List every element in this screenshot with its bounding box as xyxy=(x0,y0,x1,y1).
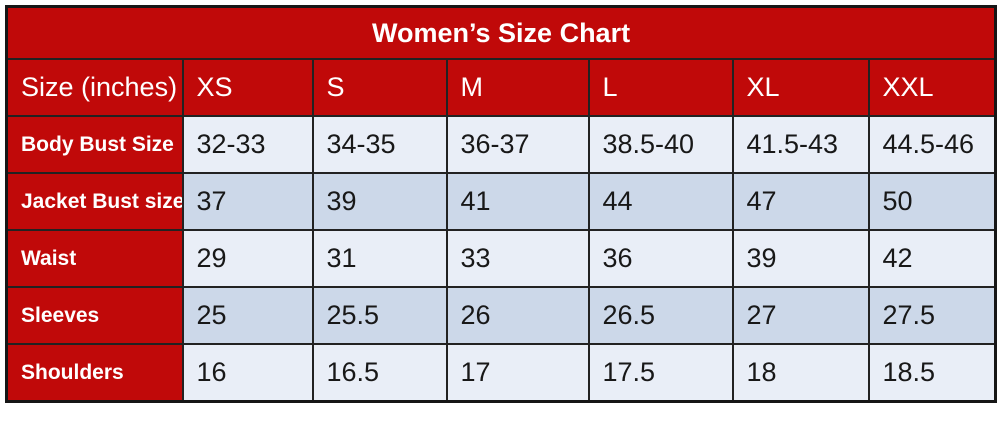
cell-body-bust-s: 34-35 xyxy=(311,115,448,174)
cell-sleeves-xl: 27 xyxy=(731,286,870,345)
cell-body-bust-xxl: 44.5-46 xyxy=(867,115,997,174)
table-row-waist: Waist 29 31 33 36 39 42 xyxy=(5,229,997,288)
header-row: Size (inches) XS S M L XL XXL xyxy=(5,58,997,117)
header-cell-size-inches: Size (inches) xyxy=(5,58,184,117)
cell-body-bust-l: 38.5-40 xyxy=(587,115,734,174)
cell-sleeves-xxl: 27.5 xyxy=(867,286,997,345)
cell-body-bust-xl: 41.5-43 xyxy=(731,115,870,174)
cell-jacket-bust-xxl: 50 xyxy=(867,172,997,231)
size-chart-table: Women’s Size Chart Size (inches) XS S M … xyxy=(5,5,998,403)
header-cell-xxl: XXL xyxy=(867,58,997,117)
cell-shoulders-l: 17.5 xyxy=(587,343,734,403)
cell-waist-xxl: 42 xyxy=(867,229,997,288)
cell-shoulders-xs: 16 xyxy=(181,343,314,403)
header-cell-xl: XL xyxy=(731,58,870,117)
cell-waist-xs: 29 xyxy=(181,229,314,288)
header-cell-m: M xyxy=(445,58,590,117)
cell-shoulders-m: 17 xyxy=(445,343,590,403)
header-cell-s: S xyxy=(311,58,448,117)
row-label-sleeves: Sleeves xyxy=(5,286,184,345)
row-label-waist: Waist xyxy=(5,229,184,288)
cell-waist-m: 33 xyxy=(445,229,590,288)
cell-shoulders-xxl: 18.5 xyxy=(867,343,997,403)
table-row-body-bust: Body Bust Size 32-33 34-35 36-37 38.5-40… xyxy=(5,115,997,174)
cell-jacket-bust-xl: 47 xyxy=(731,172,870,231)
cell-waist-xl: 39 xyxy=(731,229,870,288)
cell-sleeves-l: 26.5 xyxy=(587,286,734,345)
row-label-jacket-bust: Jacket Bust size xyxy=(5,172,184,231)
cell-sleeves-xs: 25 xyxy=(181,286,314,345)
cell-jacket-bust-l: 44 xyxy=(587,172,734,231)
header-cell-l: L xyxy=(587,58,734,117)
cell-waist-l: 36 xyxy=(587,229,734,288)
cell-shoulders-xl: 18 xyxy=(731,343,870,403)
row-label-body-bust: Body Bust Size xyxy=(5,115,184,174)
cell-sleeves-s: 25.5 xyxy=(311,286,448,345)
size-chart-container: Women’s Size Chart Size (inches) XS S M … xyxy=(5,5,998,403)
cell-sleeves-m: 26 xyxy=(445,286,590,345)
title-row: Women’s Size Chart xyxy=(5,5,997,60)
row-label-shoulders: Shoulders xyxy=(5,343,184,403)
cell-body-bust-m: 36-37 xyxy=(445,115,590,174)
cell-waist-s: 31 xyxy=(311,229,448,288)
header-cell-xs: XS xyxy=(181,58,314,117)
cell-jacket-bust-s: 39 xyxy=(311,172,448,231)
cell-shoulders-s: 16.5 xyxy=(311,343,448,403)
chart-title: Women’s Size Chart xyxy=(5,5,997,60)
table-row-jacket-bust: Jacket Bust size 37 39 41 44 47 50 xyxy=(5,172,997,231)
cell-jacket-bust-xs: 37 xyxy=(181,172,314,231)
cell-jacket-bust-m: 41 xyxy=(445,172,590,231)
cell-body-bust-xs: 32-33 xyxy=(181,115,314,174)
table-row-sleeves: Sleeves 25 25.5 26 26.5 27 27.5 xyxy=(5,286,997,345)
table-row-shoulders: Shoulders 16 16.5 17 17.5 18 18.5 xyxy=(5,343,997,403)
